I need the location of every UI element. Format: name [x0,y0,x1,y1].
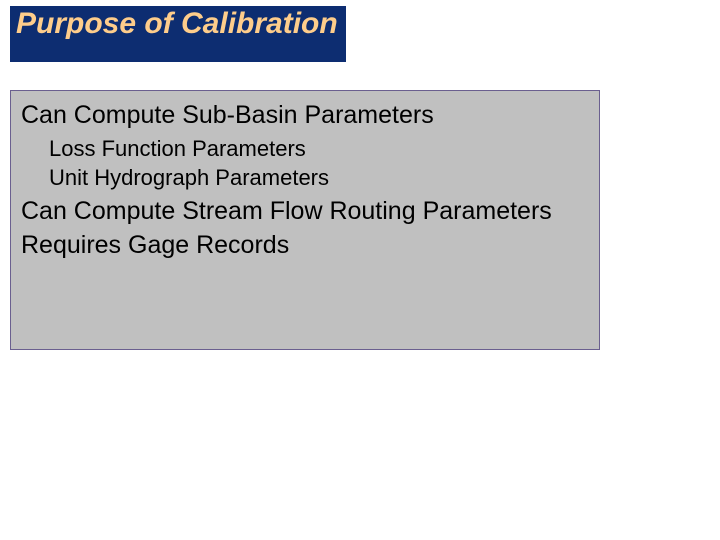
bullet-lvl1: Can Compute Sub-Basin Parameters [21,99,591,132]
bullet-lvl1: Can Compute Stream Flow Routing Paramete… [21,195,591,228]
body-box: Can Compute Sub-Basin Parameters Loss Fu… [10,90,600,350]
bullet-lvl2: Loss Function Parameters [49,134,591,164]
slide: Purpose of Calibration Can Compute Sub-B… [0,0,720,540]
slide-title: Purpose of Calibration [16,8,340,40]
title-bar: Purpose of Calibration [10,6,346,62]
bullet-lvl1: Requires Gage Records [21,229,591,262]
bullet-lvl2: Unit Hydrograph Parameters [49,163,591,193]
